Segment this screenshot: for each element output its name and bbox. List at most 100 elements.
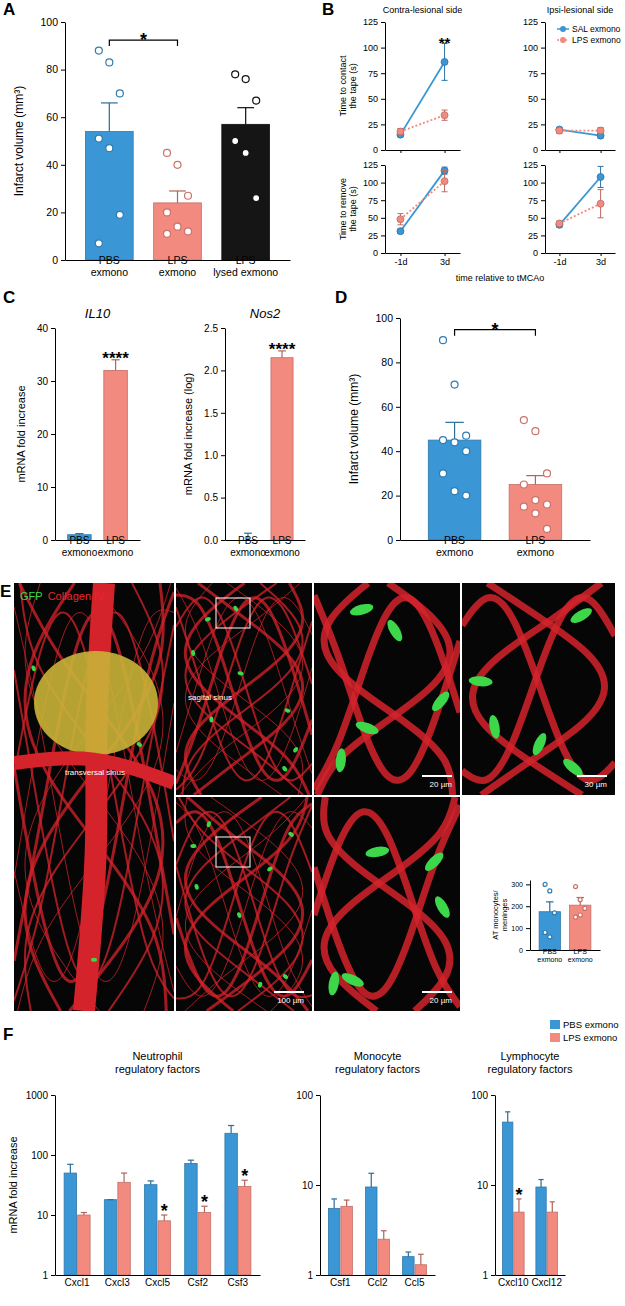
legend-label: SAL exmono (572, 24, 621, 34)
tick-mark (601, 253, 602, 256)
bar (145, 1185, 157, 1275)
category-tick: Csf2 (187, 1275, 208, 1288)
category-tick: PBSexmono (230, 535, 266, 558)
tick: 80 (381, 356, 400, 368)
legend-item: LPS exmono (557, 35, 621, 45)
category-tick: LPSlysed exmono (213, 254, 278, 278)
data-point (578, 898, 582, 902)
category-tick: LPSexmono (159, 254, 197, 278)
data-point (574, 885, 578, 889)
error-cap (344, 1199, 350, 1200)
data-point (185, 228, 192, 235)
tick: 125 (363, 160, 385, 170)
data-point (232, 71, 239, 78)
error-stem (420, 1254, 421, 1264)
bar (104, 1200, 116, 1275)
y-axis: 110100 (471, 1090, 495, 1281)
chart-title-line: Contra-lesional side (383, 5, 463, 15)
x-axis: -1d3d (386, 253, 461, 267)
category-tick: Cxcl3 (105, 1275, 130, 1288)
chart-title-line: IL10 (85, 306, 111, 321)
significance-label: * (201, 1192, 208, 1212)
category-label-line: exmono (91, 266, 129, 278)
error-bar (397, 128, 403, 134)
tick-mark (541, 48, 545, 49)
category-label: Csf3 (228, 1277, 249, 1288)
tick: 1000 (26, 1090, 55, 1101)
category-label: Cxcl5 (145, 1277, 170, 1288)
data-point (174, 161, 181, 168)
category-label-line: lysed exmono (213, 266, 278, 278)
tick-mark (51, 1095, 55, 1096)
tick-mark (381, 150, 385, 151)
chart: 1101001000Cxcl1Cxcl3Cxcl5Csf2Csf3mRNA fo… (7, 1050, 261, 1288)
category-label: Ccl2 (367, 1277, 387, 1288)
chart: 0255075100125-1d3d (523, 160, 616, 267)
category-tick: LPSexmono (517, 534, 555, 558)
error-cap (368, 1173, 374, 1174)
data-point (543, 501, 550, 508)
tick-label: 30 (37, 376, 49, 387)
category-label-line: exmono (568, 956, 593, 963)
tick: 80 (46, 63, 65, 75)
tick: 0 (533, 248, 545, 258)
category-label-line: PBS (543, 948, 557, 955)
plot-area (397, 167, 448, 235)
category-label: PBSexmono (62, 535, 98, 558)
tick-mark (221, 455, 225, 456)
tick-label: 1.5 (204, 408, 218, 419)
tick-label: 1 (42, 1270, 48, 1281)
tick-label: 1.0 (204, 450, 218, 461)
axis-line (530, 881, 531, 951)
tick: 20 (381, 489, 400, 501)
legend-swatch (550, 1033, 560, 1042)
tick-mark (381, 48, 385, 49)
legend-item: PBS exmono (550, 1019, 618, 1030)
tick: 125 (363, 17, 385, 27)
error-bar (331, 1199, 337, 1208)
category-label-line: exmono (159, 266, 197, 278)
tick: 100 (523, 178, 545, 188)
bar (222, 124, 270, 260)
y-axis: 020406080100 (40, 16, 65, 266)
tick-mark (541, 150, 545, 151)
data-point (520, 503, 527, 510)
tick: 100 (375, 312, 400, 324)
y-axis: 0255075100125 (363, 160, 386, 258)
tick-mark (51, 487, 55, 488)
plot-area (244, 351, 293, 540)
bar (514, 1212, 524, 1275)
bar (428, 440, 481, 540)
bar (341, 1206, 352, 1275)
y-axis: 010203040 (37, 323, 56, 546)
error-cap (397, 224, 403, 225)
error-cap (81, 1212, 87, 1213)
chart: 0.00.51.01.52.02.5PBSexmonoLPSexmonomRNA… (182, 306, 306, 558)
axis-line (546, 253, 616, 254)
chart-title-line: Monocyte (354, 1050, 402, 1062)
panel-label: A (3, 0, 15, 19)
significance-label: * (140, 30, 147, 50)
data-point (543, 525, 550, 532)
y-axis-title-line: Infarct volume (mm³) (12, 86, 26, 197)
tick-mark (445, 253, 446, 256)
error-cap (381, 1230, 387, 1231)
image-pane (314, 797, 460, 1011)
tick: 1 (42, 1270, 55, 1281)
line (400, 62, 444, 135)
data-point (451, 381, 458, 388)
tick-mark (559, 253, 560, 256)
y-axis-title-line: Time to remove (338, 178, 348, 240)
category-label: -1d (394, 257, 407, 267)
y-axis-title-line: mRNA fold increase (log) (182, 373, 194, 495)
tick-mark (601, 150, 602, 153)
x-axis: PBSexmonoLPSexmonoLPSlysed exmono (66, 254, 291, 278)
data-point (95, 135, 102, 142)
error-bar (598, 127, 604, 133)
tick-mark (381, 253, 385, 254)
error-cap (526, 475, 544, 476)
tick-label: 10 (477, 1180, 489, 1191)
scale-bar-label: 100 µm (277, 996, 304, 1005)
error-bar (107, 1199, 113, 1200)
scale-bar (274, 991, 304, 993)
